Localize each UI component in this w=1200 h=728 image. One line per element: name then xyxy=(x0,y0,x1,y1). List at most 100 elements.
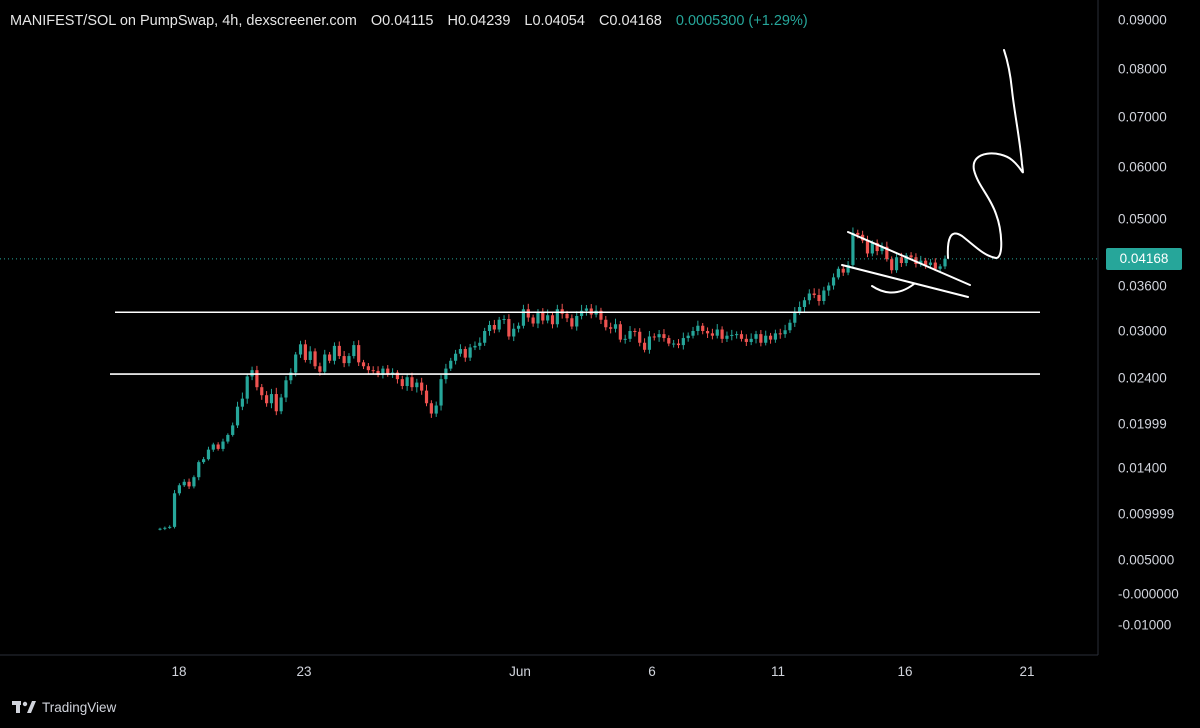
candle-body xyxy=(672,343,676,345)
candle-body xyxy=(885,246,889,260)
candle-body xyxy=(841,268,845,273)
x-tick-label: 11 xyxy=(770,664,786,679)
candle-body xyxy=(400,379,404,387)
candle-body xyxy=(875,242,879,252)
candle-body xyxy=(269,394,274,404)
candle-body xyxy=(274,394,278,412)
candle-body xyxy=(182,481,186,486)
y-tick-label: 0.09000 xyxy=(1118,12,1167,28)
candle-body xyxy=(395,372,400,380)
candle-body xyxy=(628,331,632,339)
candle-series xyxy=(158,227,947,531)
candle-body xyxy=(928,262,933,265)
projected-breakout-path xyxy=(946,49,1024,260)
candle-body xyxy=(662,334,666,339)
candle-body xyxy=(453,353,458,361)
candle-body xyxy=(546,315,550,321)
candle-body xyxy=(880,246,884,252)
candle-body xyxy=(206,449,211,460)
brand-name: TradingView xyxy=(42,700,117,715)
candle-body xyxy=(788,322,792,331)
ohlc-high: H0.04239 xyxy=(447,13,511,29)
y-tick-label: 0.02400 xyxy=(1118,370,1167,386)
candle-body xyxy=(347,356,351,364)
y-tick-label: 0.07000 xyxy=(1118,109,1167,125)
candle-body xyxy=(899,257,903,264)
candle-body xyxy=(686,335,690,339)
candle-body xyxy=(352,345,356,357)
candle-body xyxy=(754,334,758,339)
candle-body xyxy=(851,232,855,265)
y-tick-label: 0.06000 xyxy=(1118,159,1167,175)
rounded-bottom-arc xyxy=(871,283,915,294)
candle-body xyxy=(473,345,477,348)
candle-body xyxy=(696,325,700,331)
candle-body xyxy=(720,329,724,339)
x-tick-label: 16 xyxy=(897,664,913,679)
ohlc-low: L0.04054 xyxy=(524,13,585,29)
wedge-lower-trendline xyxy=(841,264,969,298)
candle-body xyxy=(749,338,753,342)
candle-body xyxy=(177,485,181,494)
candle-body xyxy=(802,300,807,307)
candle-body xyxy=(783,330,787,335)
candle-body xyxy=(919,260,923,264)
candle-body xyxy=(541,313,545,321)
x-tick-label: 18 xyxy=(171,664,187,679)
candle-body xyxy=(764,335,768,343)
candle-body xyxy=(613,324,618,329)
candle-body xyxy=(943,258,947,267)
candle-body xyxy=(357,345,361,363)
y-tick-label: -0.000000 xyxy=(1118,586,1179,602)
candle-body xyxy=(235,406,240,426)
candle-body xyxy=(652,336,656,338)
candle-body xyxy=(381,368,385,375)
candle-body xyxy=(894,257,899,271)
tradingview-logo-icon xyxy=(12,700,36,713)
candle-body xyxy=(308,351,312,360)
candle-body xyxy=(507,319,511,337)
candle-body xyxy=(265,395,269,404)
candle-body xyxy=(424,390,429,404)
candle-body xyxy=(536,313,540,324)
candle-body xyxy=(512,328,516,337)
candle-body xyxy=(938,266,942,269)
horizontal-levels xyxy=(110,311,1040,375)
candle-body xyxy=(371,370,375,372)
candle-body xyxy=(618,324,622,340)
symbol-title: MANIFEST/SOL on PumpSwap, 4h, dexscreene… xyxy=(10,13,357,29)
tradingview-branding[interactable]: TradingView xyxy=(12,700,116,715)
candle-body xyxy=(798,307,802,312)
y-tick-label: -0.01000 xyxy=(1118,617,1172,633)
candle-body xyxy=(429,403,433,414)
candle-body xyxy=(226,434,230,442)
y-tick-label: 0.005000 xyxy=(1118,552,1175,568)
candle-body xyxy=(303,344,307,360)
candle-body xyxy=(231,425,235,435)
candle-body xyxy=(642,342,647,350)
candle-body xyxy=(163,527,167,529)
candle-body xyxy=(570,318,574,327)
candle-body xyxy=(478,342,482,346)
candle-body xyxy=(197,462,201,478)
candle-body xyxy=(681,338,685,346)
candle-body xyxy=(555,309,559,325)
candle-body xyxy=(817,295,821,301)
candle-body xyxy=(579,310,584,316)
drawing-annotations xyxy=(841,49,1024,298)
candle-body xyxy=(192,477,196,487)
candle-body xyxy=(468,347,472,358)
y-tick-label: 0.05000 xyxy=(1118,211,1167,227)
candle-body xyxy=(609,327,613,329)
candle-body xyxy=(773,333,778,340)
candle-body xyxy=(221,441,225,449)
candle-body xyxy=(492,325,496,330)
candle-body xyxy=(744,338,748,342)
candle-body xyxy=(521,309,526,326)
candle-body xyxy=(255,370,259,388)
candle-body xyxy=(516,325,521,329)
candle-body xyxy=(415,382,419,388)
candle-body xyxy=(793,311,797,323)
candle-body xyxy=(647,336,652,350)
